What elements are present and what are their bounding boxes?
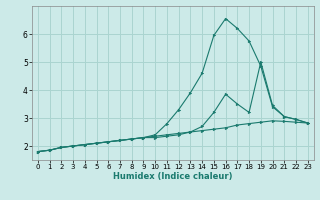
X-axis label: Humidex (Indice chaleur): Humidex (Indice chaleur) xyxy=(113,172,233,181)
